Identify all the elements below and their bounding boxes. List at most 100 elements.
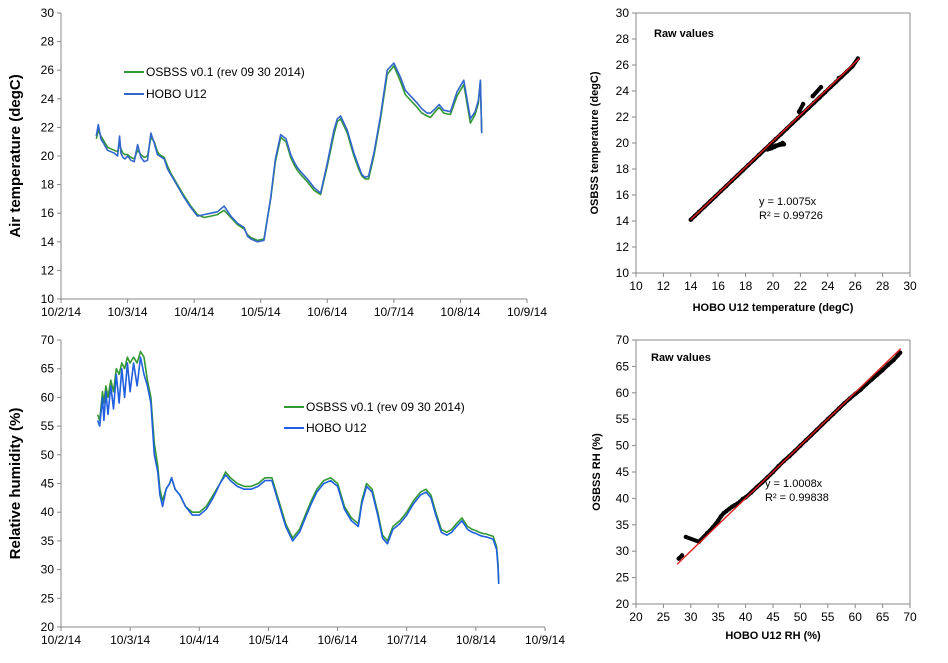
x-tick-label: 20 [629, 610, 643, 624]
x-tick-label: 10/8/14 [440, 305, 480, 319]
x-tick-label: 30 [684, 610, 698, 624]
x-tick-label: 10/7/14 [387, 633, 427, 647]
y-tick-label: 20 [41, 620, 55, 634]
chart-title: Raw values [654, 28, 714, 40]
y-tick-label: 28 [616, 32, 630, 46]
data-point [891, 357, 896, 363]
x-tick-label: 10/5/14 [241, 305, 281, 319]
data-point [796, 109, 802, 115]
y-tick-label: 28 [41, 35, 55, 49]
x-tick-label: 65 [876, 610, 890, 624]
y-tick-label: 18 [41, 178, 55, 192]
x-tick-label: 10/2/14 [41, 633, 81, 647]
data-point [880, 367, 885, 373]
x-tick-label: 28 [876, 279, 890, 293]
x-tick-label: 40 [739, 610, 753, 624]
trendline-equation: y = 1.0075x [759, 196, 817, 208]
y-tick-label: 70 [616, 333, 630, 347]
data-point [897, 350, 903, 355]
y-tick-label: 45 [616, 465, 630, 479]
data-point [683, 534, 689, 540]
y-tick-label: 30 [41, 563, 55, 577]
y-tick-label: 60 [41, 390, 55, 404]
x-tick-label: 10/4/14 [174, 305, 214, 319]
x-tick-label: 10/2/14 [41, 305, 81, 319]
x-tick-label: 10/8/14 [456, 633, 496, 647]
legend-label-1: HOBO U12 [146, 87, 207, 101]
y-tick-label: 18 [616, 162, 630, 176]
legend-label-0: OSBSS v0.1 (rev 09 30 2014) [306, 400, 465, 414]
trendline [690, 58, 860, 221]
data-point [718, 514, 724, 519]
y-tick-label: 16 [41, 206, 55, 220]
y-axis-title: Relative humidity (%) [7, 408, 24, 560]
data-point [773, 143, 778, 148]
y-tick-label: 55 [41, 419, 55, 433]
legend-label-1: HOBO U12 [306, 421, 367, 435]
y-tick-label: 65 [616, 359, 630, 373]
x-axis-title: HOBO U12 temperature (degC) [693, 302, 854, 314]
y-tick-label: 50 [41, 448, 55, 462]
x-tick-label: 55 [821, 610, 835, 624]
x-tick-label: 25 [657, 610, 671, 624]
x-tick-label: 35 [712, 610, 726, 624]
data-point [810, 94, 815, 99]
x-tick-label: 16 [712, 279, 726, 293]
data-point [716, 518, 721, 523]
x-tick-label: 45 [766, 610, 780, 624]
y-tick-label: 55 [616, 412, 630, 426]
x-tick-label: 10/9/14 [507, 305, 547, 319]
data-point [833, 79, 839, 85]
trendline-equation: y = 1.0008x [765, 478, 823, 490]
x-tick-label: 10/7/14 [374, 305, 414, 319]
y-tick-label: 25 [616, 571, 630, 585]
y-tick-label: 40 [41, 505, 55, 519]
y-tick-label: 22 [616, 110, 630, 124]
y-tick-label: 24 [616, 84, 630, 98]
y-tick-label: 35 [616, 518, 630, 532]
series-line-0 [96, 350, 500, 582]
x-tick-label: 70 [903, 610, 917, 624]
x-tick-label: 20 [766, 279, 780, 293]
x-tick-label: 10 [629, 279, 643, 293]
chart-title: Raw values [651, 352, 711, 364]
data-point [781, 142, 787, 147]
y-axis-title: OSBSS temperature (degC) [589, 71, 601, 214]
x-tick-label: 26 [849, 279, 863, 293]
y-tick-label: 16 [616, 188, 630, 202]
y-tick-label: 20 [616, 136, 630, 150]
y-tick-label: 30 [41, 6, 55, 20]
data-point [885, 362, 891, 367]
x-tick-label: 10/6/14 [318, 633, 358, 647]
x-tick-label: 50 [794, 610, 808, 624]
y-tick-label: 40 [616, 491, 630, 505]
data-point [766, 146, 772, 151]
series-line-1 [95, 62, 483, 243]
y-tick-label: 24 [41, 92, 55, 106]
y-tick-label: 10 [616, 266, 630, 280]
y-tick-label: 14 [616, 214, 630, 228]
y-axis-title: Air temperature (degC) [7, 74, 24, 237]
y-tick-label: 12 [616, 240, 630, 254]
x-tick-label: 10/4/14 [179, 633, 219, 647]
x-tick-label: 10/6/14 [307, 305, 347, 319]
x-tick-label: 18 [739, 279, 753, 293]
y-tick-label: 20 [616, 597, 630, 611]
y-tick-label: 20 [41, 149, 55, 163]
y-tick-label: 30 [616, 6, 630, 20]
data-point [800, 101, 806, 107]
y-tick-label: 12 [41, 263, 55, 277]
legend-label-0: OSBSS v0.1 (rev 09 30 2014) [146, 65, 305, 79]
y-tick-label: 35 [41, 534, 55, 548]
y-tick-label: 14 [41, 235, 55, 249]
data-point [818, 84, 824, 90]
data-point [874, 372, 880, 377]
x-tick-label: 24 [821, 279, 835, 293]
data-point [679, 553, 685, 558]
y-tick-label: 60 [616, 386, 630, 400]
trendline [676, 348, 902, 565]
y-tick-label: 25 [41, 591, 55, 605]
x-tick-label: 60 [849, 610, 863, 624]
